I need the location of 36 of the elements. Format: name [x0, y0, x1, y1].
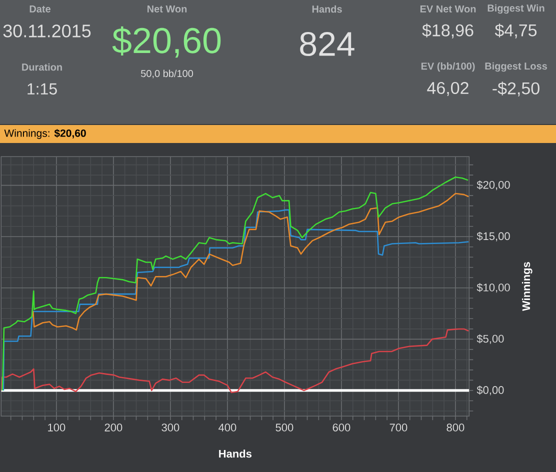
- text: 1:15: [28, 83, 57, 95]
- x-tick-label: 700: [390, 424, 408, 432]
- y-axis-title: Winnings: [522, 262, 532, 312]
- x-tick-label: 200: [104, 424, 122, 432]
- y-tick-label: $10,00: [476, 283, 510, 293]
- x-tick-label: 300: [162, 424, 180, 432]
- text: Biggest Loss: [485, 62, 547, 72]
- text: 824: [300, 32, 354, 56]
- y-tick-label: $20,00: [476, 180, 510, 190]
- x-tick-label: 800: [446, 424, 464, 432]
- chart-title: Winnings: $20,60: [4, 129, 86, 139]
- y-tick-label: $15,00: [476, 232, 510, 242]
- x-axis-title: Hands: [219, 450, 252, 458]
- x-tick-label: 600: [332, 424, 350, 432]
- x-tick-label: 400: [218, 424, 236, 432]
- text: -$2,50: [492, 82, 540, 96]
- line-series: [31, 192, 470, 331]
- text: Hands: [312, 5, 342, 13]
- text: Net Won: [147, 6, 187, 12]
- text: Biggest Win: [488, 4, 544, 14]
- text: 46,02: [427, 82, 468, 96]
- text: EV Net Won: [420, 6, 476, 12]
- text: EV (bb/100): [421, 62, 475, 72]
- line-series: [2, 209, 470, 392]
- text: Date: [30, 6, 50, 12]
- text: $18,96: [422, 24, 474, 38]
- text: Duration: [22, 63, 62, 71]
- text: $20,60: [112, 26, 221, 58]
- text: 50,0 bb/100: [141, 70, 194, 78]
- x-tick-label: 100: [48, 424, 66, 432]
- text: $4,75: [494, 24, 537, 38]
- text: 30.11.2015: [3, 24, 91, 38]
- x-tick-label: 500: [276, 424, 294, 432]
- y-tick-label: $5,00: [476, 334, 504, 344]
- line-series: [1, 328, 470, 394]
- y-tick-label: $0,00: [476, 386, 504, 396]
